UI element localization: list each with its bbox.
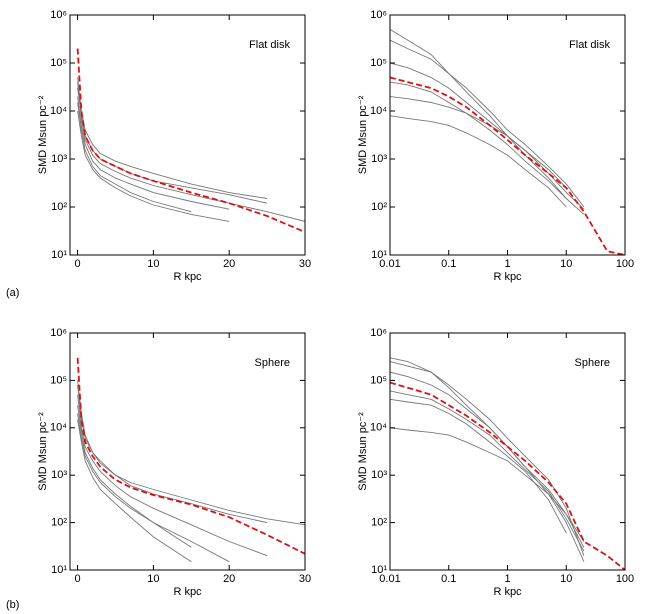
y-tick-label: 10² — [51, 517, 67, 529]
profile-line — [77, 419, 192, 563]
x-axis-label: R kpc — [173, 586, 202, 598]
profile-line — [77, 82, 305, 222]
panel-label: (a) — [6, 287, 19, 299]
profile-line — [77, 394, 268, 557]
plot-area — [390, 357, 625, 570]
x-axis-label: R kpc — [173, 271, 202, 283]
profile-line — [390, 371, 585, 562]
y-axis-label: SMD Msun pc⁻² — [357, 412, 369, 491]
plot-area — [390, 29, 625, 255]
profile-line — [77, 96, 230, 210]
x-tick-label: 0.1 — [441, 573, 456, 585]
y-tick-label: 10¹ — [371, 249, 387, 261]
x-tick-label: 1 — [504, 573, 510, 585]
profile-line — [77, 88, 268, 204]
y-tick-label: 10¹ — [371, 564, 387, 576]
x-tick-label: 20 — [223, 573, 235, 585]
profile-line — [77, 110, 230, 222]
x-tick-label: 0.01 — [379, 258, 400, 270]
x-axis-label: R kpc — [493, 586, 522, 598]
y-tick-label: 10³ — [51, 469, 67, 481]
y-tick-label: 10³ — [371, 153, 387, 165]
x-tick-label: 10 — [147, 258, 159, 270]
x-tick-label: 0 — [75, 573, 81, 585]
y-tick-label: 10⁵ — [370, 374, 387, 386]
x-tick-label: 100 — [616, 573, 634, 585]
y-axis-label: SMD Msun pc⁻² — [37, 412, 49, 491]
axes-frame — [69, 332, 306, 571]
profile-line — [77, 77, 268, 199]
annotation: Sphere — [575, 357, 610, 369]
profile-line — [390, 39, 585, 208]
x-tick-label: 10 — [147, 573, 159, 585]
y-tick-label: 10² — [371, 201, 387, 213]
panel-label: (b) — [6, 599, 19, 611]
y-tick-label: 10⁴ — [370, 105, 387, 117]
x-tick-label: 10 — [560, 258, 572, 270]
x-tick-label: 30 — [299, 258, 311, 270]
y-tick-label: 10³ — [371, 469, 387, 481]
y-tick-label: 10⁶ — [50, 327, 67, 339]
x-tick-label: 10 — [560, 573, 572, 585]
x-tick-label: 0.1 — [441, 258, 456, 270]
profile-line — [390, 115, 567, 208]
axes-frame — [69, 14, 306, 256]
y-axis-label: SMD Msun pc⁻² — [37, 95, 49, 174]
x-axis-label: R kpc — [493, 271, 522, 283]
x-tick-label: 0.01 — [379, 573, 400, 585]
y-axis-label: SMD Msun pc⁻² — [357, 95, 369, 174]
x-tick-label: 1 — [504, 258, 510, 270]
profile-line — [390, 381, 625, 570]
y-tick-label: 10⁶ — [50, 9, 67, 21]
y-tick-label: 10⁴ — [50, 422, 67, 434]
profile-line — [77, 413, 230, 563]
profile-line — [390, 357, 585, 542]
plot-area — [76, 48, 305, 233]
profile-line — [390, 76, 625, 255]
profile-line — [77, 102, 192, 213]
profile-line — [390, 398, 567, 534]
annotation: Flat disk — [249, 39, 290, 51]
profile-line — [76, 48, 305, 233]
profile-line — [390, 29, 567, 199]
y-tick-label: 10⁵ — [50, 57, 67, 69]
y-tick-label: 10² — [51, 201, 67, 213]
y-tick-label: 10¹ — [51, 564, 67, 576]
plot-area — [76, 357, 305, 563]
y-tick-label: 10⁵ — [50, 374, 67, 386]
profile-line — [390, 62, 585, 210]
x-tick-label: 30 — [299, 573, 311, 585]
profile-line — [390, 96, 567, 189]
profile-line — [77, 380, 268, 524]
annotation: Flat disk — [569, 39, 610, 51]
y-tick-label: 10⁵ — [370, 57, 387, 69]
y-tick-label: 10⁴ — [50, 105, 67, 117]
y-tick-label: 10¹ — [51, 249, 67, 261]
y-tick-label: 10⁶ — [370, 327, 387, 339]
profile-line — [390, 390, 585, 552]
x-tick-label: 20 — [223, 258, 235, 270]
profile-line — [390, 81, 585, 215]
annotation: Sphere — [255, 357, 290, 369]
profile-line — [390, 427, 585, 548]
y-tick-label: 10² — [371, 517, 387, 529]
x-tick-label: 0 — [75, 258, 81, 270]
x-tick-label: 100 — [616, 258, 634, 270]
y-tick-label: 10⁴ — [370, 422, 387, 434]
y-tick-label: 10³ — [51, 153, 67, 165]
profile-line — [77, 405, 192, 548]
y-tick-label: 10⁶ — [370, 9, 387, 21]
